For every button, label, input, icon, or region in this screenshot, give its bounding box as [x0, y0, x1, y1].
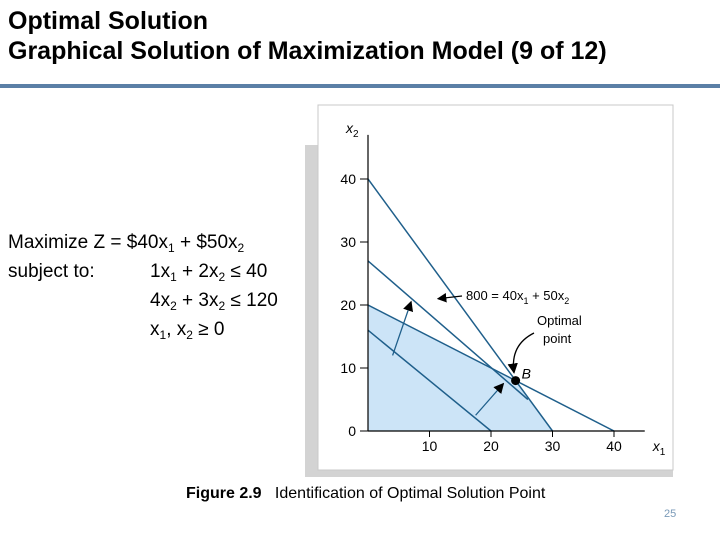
figure-number: Figure 2.9 — [186, 485, 262, 502]
x-axis-label: x — [652, 438, 661, 454]
x-tick-label-20: 20 — [483, 438, 499, 454]
objective-text-b: + $50x — [174, 232, 238, 253]
figure-title: Identification of Optimal Solution Point — [274, 485, 546, 502]
page-number: 25 — [664, 508, 677, 520]
y-axis-label: x — [345, 120, 354, 136]
constraint-2: 4x2 + 3x2 ≤ 120 — [150, 290, 278, 313]
objective-shift-arrow-1 — [391, 300, 414, 356]
page-title: Optimal Solution Graphical Solution of M… — [8, 6, 607, 66]
objective-label-arrow — [436, 292, 463, 303]
series-line-objective_optimal — [368, 260, 529, 401]
objective-sub-1: 1 — [167, 241, 175, 255]
constraint-1: 1x1 + 2x2 ≤ 40 — [150, 261, 268, 284]
x-tick-label-10: 10 — [422, 438, 438, 454]
constraint-row-2: 4x2 + 3x2 ≤ 120 — [8, 286, 278, 315]
y-axis-label-sub: 2 — [353, 129, 359, 140]
series-line-constraint_2 — [368, 178, 554, 431]
optimal-label-line-2: point — [543, 331, 572, 346]
title-divider — [0, 84, 720, 88]
optimal-point-label: B — [522, 366, 531, 382]
constraint-nonneg: x1, x2 ≥ 0 — [150, 319, 225, 342]
subject-to-label: subject to: — [8, 261, 95, 282]
y-tick-label-0: 0 — [348, 423, 356, 439]
lp-model: Maximize Z = $40x1 + $50x2 subject to: 1… — [8, 228, 278, 344]
optimal-label-line-1: Optimal — [537, 313, 582, 328]
x-tick-label-30: 30 — [545, 438, 561, 454]
objective-label: 800 = 40x1 + 50x2 — [466, 288, 569, 306]
objective-text-a: Maximize Z = $40x — [8, 232, 168, 253]
x-tick-label-40: 40 — [606, 438, 622, 454]
title-line-1: Optimal Solution — [8, 7, 208, 35]
constraint-row-3: x1, x2 ≥ 0 — [8, 315, 244, 344]
optimal-point-arrow — [507, 332, 535, 374]
title-line-2: Graphical Solution of Maximization Model… — [8, 37, 607, 65]
objective-row: Maximize Z = $40x1 + $50x2 — [8, 228, 244, 257]
optimal-point-marker — [511, 376, 521, 386]
y-tick-label-10: 10 — [340, 360, 356, 376]
constraint-row-1: subject to: 1x1 + 2x2 ≤ 40 — [8, 257, 267, 286]
y-tick-label-30: 30 — [340, 234, 356, 250]
y-tick-label-40: 40 — [340, 171, 356, 187]
objective-sub-2: 2 — [237, 241, 245, 255]
feasible-region — [368, 305, 553, 431]
y-tick-label-20: 20 — [340, 297, 356, 313]
figure-caption: Figure 2.9 Identification of Optimal Sol… — [186, 485, 545, 503]
series-line-objective_800 — [368, 329, 492, 431]
objective-shift-arrow-2 — [475, 382, 505, 416]
x-axis-label-sub: 1 — [660, 447, 666, 458]
